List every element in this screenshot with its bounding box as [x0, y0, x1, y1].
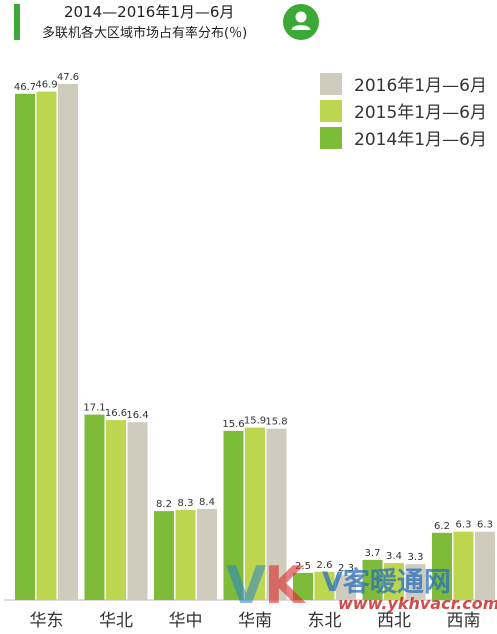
chart-title: 2014—2016年1月—6月	[64, 3, 235, 21]
bar-东北-2014年1月—6月	[293, 572, 313, 600]
title-accent-bar	[14, 4, 20, 40]
value-label: 47.6	[57, 72, 79, 83]
value-label: 15.8	[265, 417, 287, 428]
value-label: 3.3	[408, 552, 424, 563]
category-label: 西北	[377, 611, 411, 631]
category-label: 华北	[99, 611, 133, 631]
chart-legend: 2016年1月—6月 2015年1月—6月 2014年1月—6月	[320, 70, 487, 151]
legend-item-2016: 2016年1月—6月	[320, 70, 487, 97]
value-labels-layer: 46.7 46.947.617.1 16.6 16.48.2 8.3 8.415.6 15.…	[14, 72, 493, 574]
legend-label-2015: 2015年1月—6月	[354, 103, 487, 123]
bar-华东-2016年1月—6月	[58, 84, 78, 600]
value-label: 16.6	[105, 408, 127, 419]
watermark-url: www.ykhvacr.com	[338, 594, 497, 613]
value-label: 8.4	[199, 497, 215, 508]
value-label: 15.9	[244, 416, 266, 427]
category-label: 华南	[238, 611, 272, 631]
site-watermark: VK V客暖通网 www.ykhvacr.com	[226, 556, 497, 616]
bar-华北-2015年1月—6月	[106, 420, 126, 600]
value-label: 6.2	[434, 521, 450, 532]
bar-华中-2015年1月—6月	[175, 510, 196, 600]
bar-西南-2014年1月—6月	[432, 532, 452, 600]
bar-华南-2014年1月—6月	[223, 430, 244, 600]
bar-华北-2016年1月—6月	[127, 422, 148, 600]
bar-华中-2016年1月—6月	[197, 508, 217, 600]
bar-华北-2014年1月—6月	[84, 414, 105, 600]
value-label: 17.1	[83, 403, 105, 414]
bar-西南-2015年1月—6月	[453, 531, 474, 600]
value-label: 2.5	[295, 561, 311, 572]
bar-东北-2015年1月—6月	[314, 571, 335, 600]
value-label: 46.9	[35, 80, 57, 91]
bar-华东-2015年1月—6月	[36, 91, 57, 600]
value-label: 2.6	[317, 560, 333, 571]
watermark-logo: VK	[226, 556, 305, 616]
bars-layer	[15, 84, 495, 601]
category-label: 华东	[30, 611, 64, 631]
user-icon	[283, 4, 319, 40]
bar-华东-2014年1月—6月	[15, 93, 35, 601]
category-label: 华中	[169, 611, 203, 631]
category-labels-layer: 华东 华北 华中 华南 东北 西北 西南	[30, 611, 481, 631]
watermark-site-name: V客暖通网	[322, 567, 451, 598]
legend-label-2014: 2014年1月—6月	[354, 130, 487, 150]
value-label: 6.3	[477, 520, 493, 531]
legend-label-2016: 2016年1月—6月	[354, 76, 487, 96]
category-label: 东北	[308, 611, 342, 631]
value-label: 46.7	[14, 82, 36, 93]
chart-subtitle: 多联机各大区域市场占有率分布(％)	[42, 26, 248, 41]
value-label: 6.3	[456, 520, 472, 531]
bar-华中-2014年1月—6月	[154, 511, 174, 600]
legend-swatch-2016	[320, 72, 342, 95]
legend-item-2014: 2014年1月—6月	[320, 124, 487, 151]
value-label: 15.6	[222, 419, 244, 430]
bar-西北-2016年1月—6月	[405, 564, 426, 600]
legend-item-2015: 2015年1月—6月	[320, 97, 487, 124]
legend-swatch-2015	[320, 99, 342, 122]
value-label: 8.3	[178, 498, 194, 509]
bar-西北-2014年1月—6月	[362, 559, 383, 600]
category-label: 西南	[447, 611, 481, 631]
value-label: 2.3	[338, 563, 354, 574]
bar-西北-2015年1月—6月	[384, 563, 404, 600]
value-label: 8.2	[156, 499, 172, 510]
bar-华南-2016年1月—6月	[266, 428, 287, 600]
value-label: 3.4	[386, 551, 402, 562]
value-label: 3.7	[365, 548, 381, 559]
bar-华南-2015年1月—6月	[245, 427, 265, 600]
legend-swatch-2014	[320, 126, 342, 149]
value-label: 16.4	[126, 410, 148, 421]
bar-东北-2016年1月—6月	[336, 575, 356, 600]
bar-西南-2016年1月—6月	[475, 531, 495, 600]
